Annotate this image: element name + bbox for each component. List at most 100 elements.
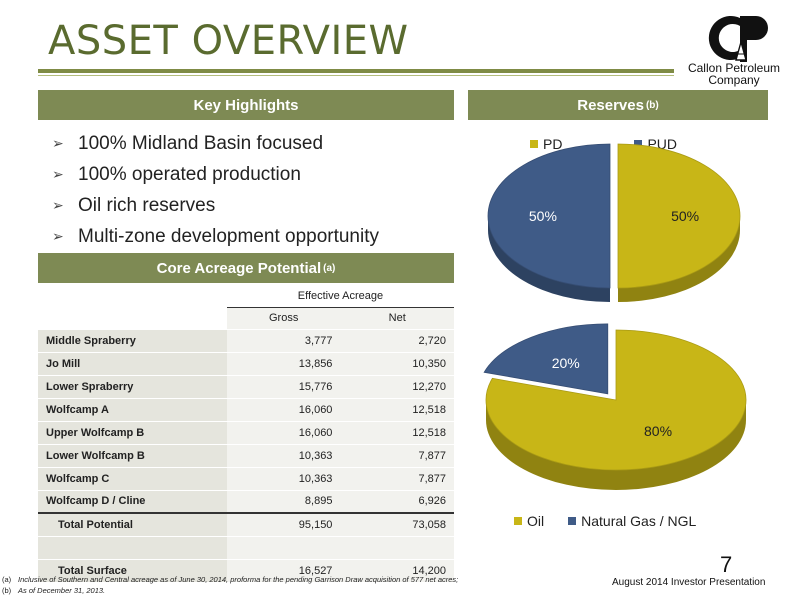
footnote-key: (a) bbox=[2, 575, 12, 584]
core-acreage-note: (a) bbox=[323, 262, 336, 274]
legend-swatch-pd bbox=[530, 140, 538, 148]
total-potential-label: Total Potential bbox=[38, 512, 227, 537]
highlights-list: ➢ 100% Midland Basin focused ➢ 100% operat… bbox=[52, 128, 452, 252]
reserves-title: Reserves bbox=[577, 96, 644, 114]
total-potential-row: Total Potential 95,150 73,058 bbox=[38, 512, 454, 537]
legend-swatch-gas bbox=[568, 517, 577, 525]
effective-acreage-header: Effective Acreage bbox=[226, 285, 454, 308]
reserves-note: (b) bbox=[645, 99, 659, 111]
pie-chart-oil-gas: 80% 20% bbox=[483, 323, 747, 490]
footnote-key: (b) bbox=[2, 586, 12, 595]
reserves-header: Reserves (b) bbox=[468, 90, 768, 120]
legend-bottom: Oil Natural Gas / NGL bbox=[514, 513, 696, 529]
row-label: Wolfcamp A bbox=[38, 398, 227, 422]
net-cell: 7,877 bbox=[340, 467, 454, 491]
pie-slice-label: 80% bbox=[644, 423, 672, 439]
net-cell: 12,270 bbox=[340, 375, 454, 399]
core-acreage-title: Core Acreage Potential bbox=[156, 259, 322, 277]
pie-slice-label: 50% bbox=[671, 208, 699, 224]
logo-text: Callon Petroleum Company bbox=[676, 62, 792, 86]
net-cell: 7,877 bbox=[340, 444, 454, 468]
logo-line-1: Callon Petroleum bbox=[687, 61, 781, 75]
gross-cell: 13,856 bbox=[226, 352, 341, 376]
row-label: Wolfcamp D / Cline bbox=[38, 490, 227, 514]
key-highlights-title: Key Highlights bbox=[193, 96, 299, 114]
net-cell: 12,518 bbox=[340, 398, 454, 422]
page-number: 7 bbox=[720, 552, 733, 577]
key-highlights-header: Key Highlights bbox=[38, 90, 454, 120]
pie-slice-side bbox=[488, 216, 610, 302]
net-cell: 10,350 bbox=[340, 352, 454, 376]
logo-line-2: Company bbox=[708, 73, 760, 87]
table-row: Lower Spraberry 15,776 12,270 bbox=[38, 375, 454, 399]
table-row: Jo Mill 13,856 10,350 bbox=[38, 352, 454, 376]
column-header-gross: Gross bbox=[226, 307, 341, 330]
row-label: Upper Wolfcamp B bbox=[38, 421, 227, 445]
net-cell: 2,720 bbox=[340, 329, 454, 353]
legend-swatch-pud bbox=[634, 140, 643, 148]
core-acreage-header: Core Acreage Potential (a) bbox=[38, 253, 454, 283]
pie-slice bbox=[617, 143, 741, 289]
acreage-table: Effective Acreage Gross Net Middle Sprab… bbox=[38, 285, 454, 583]
arrow-bullet-icon: ➢ bbox=[52, 166, 64, 182]
row-label: Middle Spraberry bbox=[38, 329, 227, 353]
highlight-item: ➢ 100% operated production bbox=[52, 159, 452, 190]
total-surface-row: Total Surface 16,527 14,200 bbox=[38, 559, 454, 583]
gross-cell: 16,060 bbox=[226, 398, 341, 422]
footnote-a: (a) Inclusive of Southern and Central acr… bbox=[2, 574, 458, 585]
footnotes: (a) Inclusive of Southern and Central acr… bbox=[2, 574, 458, 596]
highlight-text: 100% operated production bbox=[78, 163, 301, 185]
total-potential-gross: 95,150 bbox=[226, 512, 341, 537]
arrow-bullet-icon: ➢ bbox=[52, 135, 64, 151]
highlight-item: ➢ 100% Midland Basin focused bbox=[52, 128, 452, 159]
pie-slice-label: 20% bbox=[552, 355, 580, 371]
callon-logo-icon bbox=[708, 16, 768, 62]
total-surface-gross: 16,527 bbox=[226, 559, 341, 583]
row-label: Jo Mill bbox=[38, 352, 227, 376]
row-label: Lower Spraberry bbox=[38, 375, 227, 399]
reserves-charts: 50% 50% 80% 20% bbox=[483, 143, 747, 490]
pie-slice-side bbox=[486, 400, 746, 490]
pie-slice bbox=[485, 329, 747, 471]
pie-chart-pd-pud: 50% 50% bbox=[487, 143, 741, 302]
spacer-row bbox=[38, 536, 454, 560]
arrow-bullet-icon: ➢ bbox=[52, 228, 64, 244]
total-surface-label: Total Surface bbox=[38, 559, 227, 583]
table-row: Wolfcamp A 16,060 12,518 bbox=[38, 398, 454, 422]
pie-slice bbox=[487, 143, 611, 289]
highlight-text: Oil rich reserves bbox=[78, 194, 216, 216]
table-row: Wolfcamp C 10,363 7,877 bbox=[38, 467, 454, 491]
gross-cell: 3,777 bbox=[226, 329, 341, 353]
row-label: Lower Wolfcamp B bbox=[38, 444, 227, 468]
legend-label-gas: Natural Gas / NGL bbox=[581, 513, 697, 529]
gross-cell: 8,895 bbox=[226, 490, 341, 514]
total-surface-net: 14,200 bbox=[340, 559, 454, 583]
table-row: Upper Wolfcamp B 16,060 12,518 bbox=[38, 421, 454, 445]
pie-slice-side bbox=[618, 216, 740, 302]
net-cell: 6,926 bbox=[340, 490, 454, 514]
pie-slice bbox=[483, 323, 609, 395]
title-rule-thin bbox=[38, 75, 674, 76]
footer-text: August 2014 Investor Presentation bbox=[612, 577, 766, 588]
page-title: ASSET OVERVIEW bbox=[48, 18, 409, 64]
footnote-b: (b) As of December 31, 2013. bbox=[2, 585, 458, 596]
gross-cell: 10,363 bbox=[226, 444, 341, 468]
pie-slice-label: 50% bbox=[529, 208, 557, 224]
footnote-text: As of December 31, 2013. bbox=[18, 586, 106, 595]
gross-cell: 16,060 bbox=[226, 421, 341, 445]
table-row: Lower Wolfcamp B 10,363 7,877 bbox=[38, 444, 454, 468]
table-row: Middle Spraberry 3,777 2,720 bbox=[38, 329, 454, 353]
highlight-item: ➢ Oil rich reserves bbox=[52, 190, 452, 221]
title-rule bbox=[38, 69, 674, 73]
gross-cell: 15,776 bbox=[226, 375, 341, 399]
row-label: Wolfcamp C bbox=[38, 467, 227, 491]
arrow-bullet-icon: ➢ bbox=[52, 197, 64, 213]
total-potential-net: 73,058 bbox=[340, 512, 454, 537]
footnote-text: Inclusive of Southern and Central acreag… bbox=[18, 575, 459, 584]
net-cell: 12,518 bbox=[340, 421, 454, 445]
column-header-net: Net bbox=[340, 307, 454, 330]
table-row: Wolfcamp D / Cline 8,895 6,926 bbox=[38, 490, 454, 514]
gross-cell: 10,363 bbox=[226, 467, 341, 491]
highlight-item: ➢ Multi-zone development opportunity bbox=[52, 221, 452, 252]
highlight-text: Multi-zone development opportunity bbox=[78, 225, 380, 247]
